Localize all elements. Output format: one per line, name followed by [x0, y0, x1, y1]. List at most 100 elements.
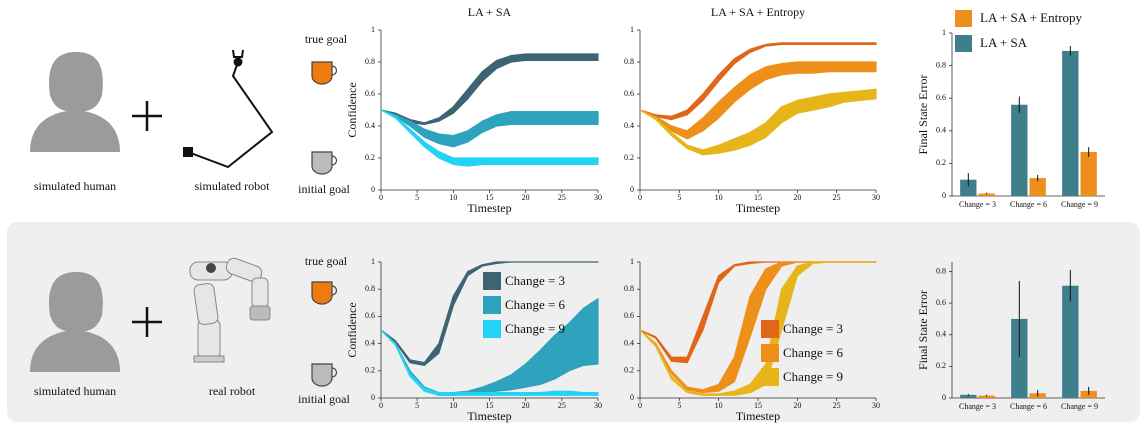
x-axis-label: Timestep [467, 201, 511, 215]
y-tick-label: 0.6 [624, 311, 634, 320]
chart-title: LA + SA + Entropy [711, 5, 805, 19]
x-tick-label: 5 [415, 401, 419, 410]
confidence-band [639, 88, 877, 156]
real-robot [189, 257, 271, 363]
x-tick-label: 30 [594, 193, 602, 202]
confidence-band [380, 261, 599, 366]
y-tick-label: 0.6 [624, 89, 634, 98]
x-tick-label: 5 [415, 193, 419, 202]
panel-label: simulated human [34, 384, 116, 398]
simulated-robot [183, 49, 274, 169]
x-tick-label: 15 [754, 193, 762, 202]
legend-swatch [483, 296, 501, 314]
bar [960, 394, 977, 398]
y-tick-label: 0.8 [624, 57, 634, 66]
bar [978, 193, 995, 196]
y-tick-label: 0.8 [936, 266, 946, 275]
y-tick-label: 0.4 [936, 126, 946, 135]
x-tick-label: 15 [486, 193, 494, 202]
panel-label: simulated robot [195, 179, 271, 193]
panel-label: real robot [209, 384, 256, 398]
x-axis-label: Timestep [467, 409, 511, 423]
x-axis-label: Timestep [736, 201, 780, 215]
y-tick-label: 0.4 [365, 338, 375, 347]
legend-swatch [761, 344, 779, 362]
x-tick-label: 10 [715, 401, 723, 410]
y-tick-label: 0.8 [624, 284, 634, 293]
x-tick-label: 0 [638, 401, 642, 410]
legend-swatch [761, 320, 779, 338]
y-axis-label: Confidence [345, 302, 359, 357]
bar [1062, 285, 1079, 398]
y-tick-label: 0.6 [365, 89, 375, 98]
y-axis-label: Final State Error [916, 290, 930, 370]
y-tick-label: 0.8 [365, 57, 375, 66]
goal-label: initial goal [298, 392, 350, 406]
legend-label: Change = 6 [505, 297, 566, 312]
x-tick-label: 25 [833, 401, 841, 410]
y-tick-label: 0.4 [936, 330, 946, 339]
y-tick-label: 0 [371, 185, 375, 194]
x-tick-label: Change = 3 [959, 402, 996, 411]
y-tick-label: 0.2 [624, 366, 634, 375]
confidence-band [380, 329, 599, 396]
confidence-band [639, 61, 877, 140]
bar [960, 179, 977, 196]
x-tick-label: 15 [486, 401, 494, 410]
x-tick-label: Change = 3 [959, 200, 996, 209]
x-tick-label: 0 [379, 401, 383, 410]
y-tick-label: 1 [630, 257, 634, 266]
x-tick-label: 15 [754, 401, 762, 410]
y-tick-label: 0.8 [936, 60, 946, 69]
y-tick-label: 0.6 [365, 311, 375, 320]
y-tick-label: 0.4 [365, 121, 375, 130]
x-tick-label: 30 [872, 401, 880, 410]
x-tick-label: 25 [833, 193, 841, 202]
confidence-band [380, 109, 599, 167]
legend-swatch [483, 272, 501, 290]
x-tick-label: 25 [558, 193, 566, 202]
x-tick-label: 20 [522, 401, 530, 410]
y-tick-label: 0 [630, 393, 634, 402]
x-tick-label: 10 [715, 193, 723, 202]
legend-swatch [761, 368, 779, 386]
x-tick-label: 5 [677, 401, 681, 410]
y-tick-label: 1 [630, 25, 634, 34]
y-axis-label: Confidence [345, 82, 359, 137]
x-tick-label: 30 [872, 193, 880, 202]
bar [1011, 104, 1028, 196]
confidence-band [380, 109, 599, 148]
y-tick-label: 0.6 [936, 298, 946, 307]
y-tick-label: 0.2 [936, 158, 946, 167]
x-tick-label: 5 [677, 193, 681, 202]
human-silhouette [30, 52, 120, 372]
y-tick-label: 0 [942, 191, 946, 200]
goal-cups [311, 61, 338, 387]
x-tick-label: 0 [638, 193, 642, 202]
legend-label: Change = 3 [505, 273, 565, 288]
legend-label: LA + SA + Entropy [980, 10, 1083, 25]
legend-label: Change = 3 [783, 321, 843, 336]
x-tick-label: Change = 9 [1061, 200, 1098, 209]
x-tick-label: Change = 6 [1010, 200, 1047, 209]
x-tick-label: 20 [522, 193, 530, 202]
x-tick-label: 0 [379, 193, 383, 202]
legend-label: Change = 6 [783, 345, 844, 360]
y-tick-label: 1 [942, 28, 946, 37]
panel-label: simulated human [34, 179, 116, 193]
x-tick-label: 30 [594, 401, 602, 410]
bar [978, 395, 995, 398]
y-tick-label: 0 [371, 393, 375, 402]
bar [1011, 318, 1028, 398]
x-tick-label: 25 [558, 401, 566, 410]
y-tick-label: 0.6 [936, 93, 946, 102]
bar [1062, 50, 1079, 197]
x-tick-label: Change = 9 [1061, 402, 1098, 411]
y-tick-label: 0.4 [624, 121, 634, 130]
legend-swatch [483, 320, 501, 338]
y-tick-label: 0 [942, 393, 946, 402]
y-tick-label: 0.8 [365, 284, 375, 293]
y-axis-label: Final State Error [916, 75, 930, 155]
y-tick-label: 0.2 [365, 366, 375, 375]
